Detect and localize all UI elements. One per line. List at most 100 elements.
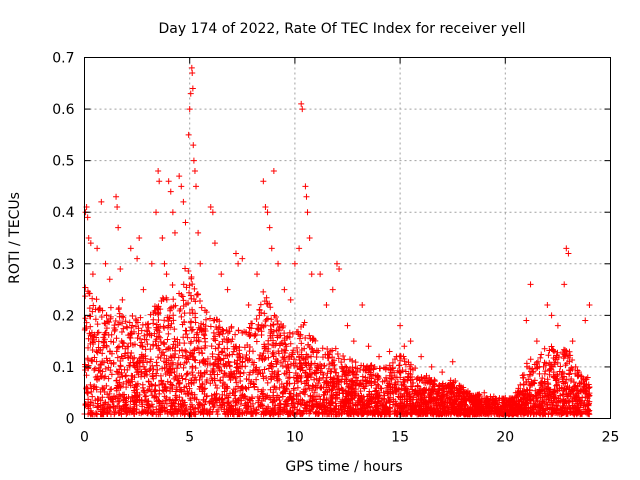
data-point <box>475 391 482 398</box>
data-point <box>102 365 109 372</box>
data-point <box>168 304 175 311</box>
y-tick-label: 0.4 <box>52 205 74 221</box>
data-point <box>215 351 222 358</box>
data-point <box>462 402 469 409</box>
data-point <box>452 378 459 385</box>
data-point <box>190 379 197 386</box>
data-point <box>133 394 140 401</box>
data-point <box>164 369 171 376</box>
data-point-outlier <box>270 167 277 174</box>
data-point <box>242 363 249 370</box>
data-point <box>182 401 189 408</box>
data-point <box>378 397 385 404</box>
data-point <box>563 393 570 400</box>
data-point-outlier <box>182 219 189 226</box>
data-point <box>197 369 204 376</box>
data-point <box>371 378 378 385</box>
data-point <box>220 379 227 386</box>
data-point <box>131 403 138 410</box>
data-point <box>220 328 227 335</box>
data-point <box>335 377 342 384</box>
data-point <box>141 372 148 379</box>
data-point <box>122 318 129 325</box>
data-point <box>208 392 215 399</box>
data-point <box>559 391 566 398</box>
data-point <box>239 359 246 366</box>
data-point <box>295 354 302 361</box>
data-point <box>193 331 200 338</box>
data-point-outlier <box>291 260 298 267</box>
data-point <box>453 393 460 400</box>
data-point <box>169 386 176 393</box>
data-point <box>401 410 408 417</box>
data-point <box>367 369 374 376</box>
data-point <box>526 365 533 372</box>
data-point <box>392 379 399 386</box>
data-point <box>82 400 89 407</box>
data-point <box>170 400 177 407</box>
data-point <box>157 372 164 379</box>
data-point <box>537 354 544 361</box>
data-point <box>209 353 216 360</box>
data-point <box>176 379 183 386</box>
data-point <box>343 380 350 387</box>
data-point-outlier <box>186 106 193 113</box>
data-point <box>360 362 367 369</box>
data-point <box>556 368 563 375</box>
data-point <box>394 367 401 374</box>
y-tick-label: 0.3 <box>52 257 74 273</box>
data-point <box>271 312 278 319</box>
data-point <box>230 386 237 393</box>
data-point <box>94 395 101 402</box>
data-point <box>313 367 320 374</box>
data-point <box>117 363 124 370</box>
data-point <box>263 294 270 301</box>
data-point <box>398 382 405 389</box>
data-point <box>376 365 383 372</box>
data-point <box>254 386 261 393</box>
data-point <box>439 390 446 397</box>
data-point <box>295 331 302 338</box>
data-point <box>103 342 110 349</box>
data-point <box>319 354 326 361</box>
data-point <box>182 265 189 272</box>
data-point <box>396 386 403 393</box>
data-point <box>256 395 263 402</box>
data-point <box>289 404 296 411</box>
data-point <box>111 322 118 329</box>
data-point <box>267 373 274 380</box>
data-point <box>232 397 239 404</box>
data-point <box>298 323 305 330</box>
data-point <box>356 380 363 387</box>
data-point <box>273 373 280 380</box>
data-point <box>337 407 344 414</box>
data-point <box>138 327 145 334</box>
data-point <box>195 324 202 331</box>
data-point <box>149 410 156 417</box>
data-point <box>389 359 396 366</box>
data-point <box>167 403 174 410</box>
data-point <box>161 324 168 331</box>
data-point <box>362 383 369 390</box>
data-point <box>275 368 282 375</box>
data-point <box>159 381 166 388</box>
data-point-outlier <box>527 281 534 288</box>
data-point <box>231 392 238 399</box>
data-point <box>533 365 540 372</box>
data-point <box>127 382 134 389</box>
data-point <box>321 379 328 386</box>
data-point <box>293 344 300 351</box>
data-point <box>135 330 142 337</box>
data-point-outlier <box>148 260 155 267</box>
data-point <box>207 398 214 405</box>
data-point <box>360 393 367 400</box>
data-point <box>107 395 114 402</box>
data-point <box>158 298 165 305</box>
data-point <box>549 409 556 416</box>
data-point <box>467 407 474 414</box>
data-point <box>159 294 166 301</box>
data-point <box>266 300 273 307</box>
data-point <box>461 389 468 396</box>
data-point <box>170 312 177 319</box>
data-point <box>163 408 170 415</box>
